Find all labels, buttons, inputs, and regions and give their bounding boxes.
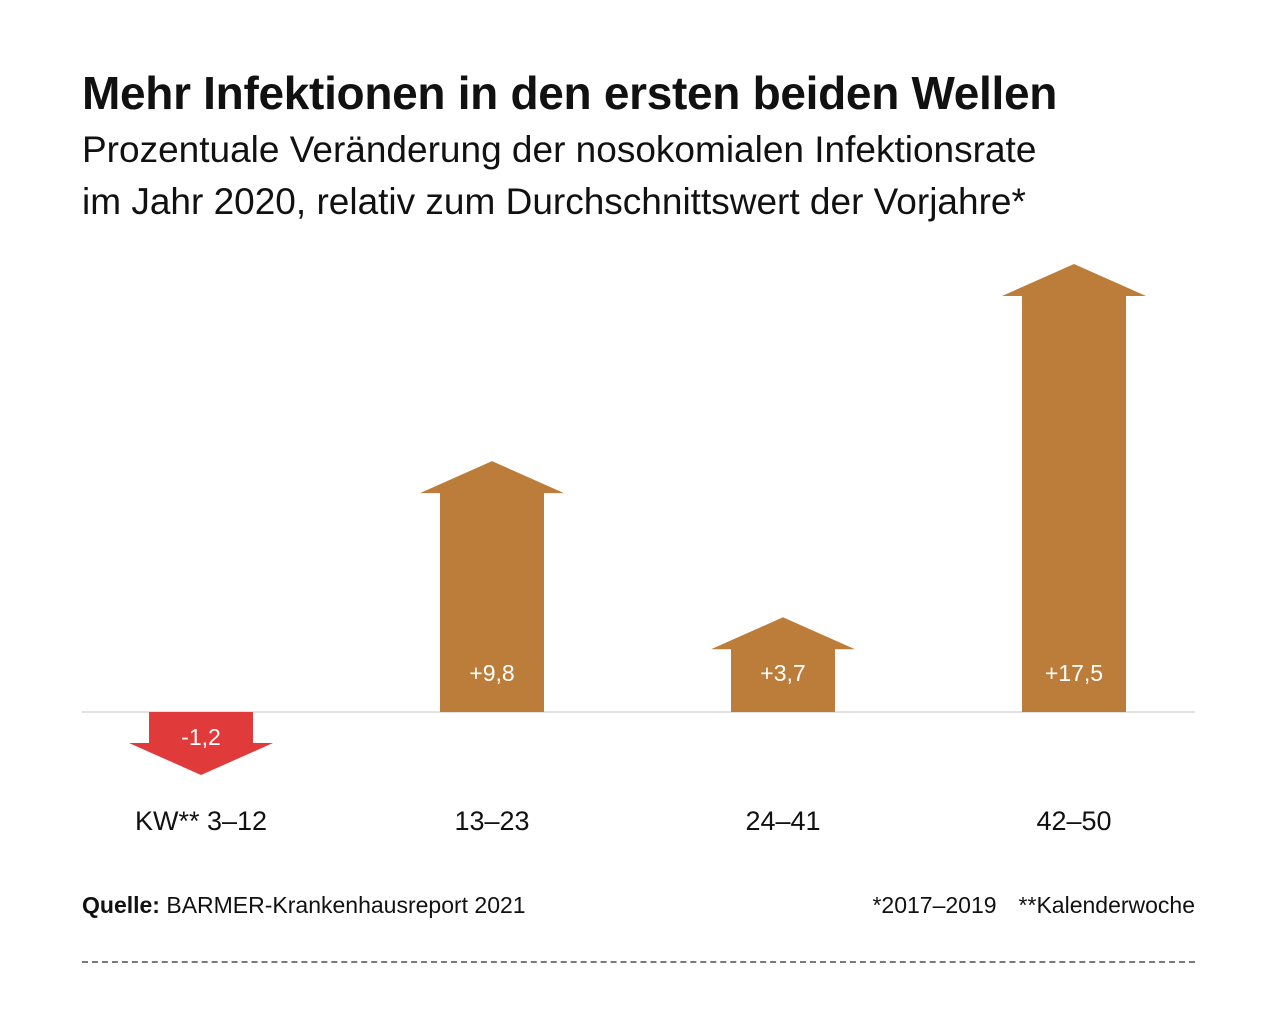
footnotes: *2017–2019 **Kalenderwoche (872, 892, 1195, 919)
chart-title: Mehr Infektionen in den ersten beiden We… (82, 67, 1058, 119)
arrow-bar-2 (420, 461, 564, 712)
dashed-divider (82, 961, 1195, 963)
source-note: Quelle: BARMER-Krankenhausreport 2021 (82, 892, 526, 919)
arrow-bar-3 (711, 617, 855, 712)
value-label-4: +17,5 (1045, 660, 1103, 686)
chart-subtitle: Prozentuale Veränderung der nosokomialen… (82, 124, 1036, 228)
subtitle-line-2: im Jahr 2020, relativ zum Durchschnittsw… (82, 181, 1026, 222)
footnote-years: *2017–2019 (872, 892, 997, 918)
footnote-calendar-week: **Kalenderwoche (1018, 892, 1195, 918)
arrow-bar-chart: -1,2 KW** 3–12 +9,8 13–23 +3,7 24–41 +17,5 42–5… (82, 264, 1195, 836)
value-label-2: +9,8 (469, 660, 514, 686)
category-label-3: 24–41 (745, 806, 820, 836)
subtitle-line-1: Prozentuale Veränderung der nosokomialen… (82, 129, 1037, 170)
arrow-bar-1 (129, 712, 273, 775)
category-label-4: 42–50 (1036, 806, 1111, 836)
value-label-1: -1,2 (181, 724, 221, 750)
category-label-2: 13–23 (454, 806, 529, 836)
arrow-bar-4 (1002, 264, 1146, 712)
source-text: BARMER-Krankenhausreport 2021 (159, 892, 526, 918)
source-label: Quelle: (82, 892, 160, 918)
category-label-1: KW** 3–12 (135, 806, 267, 836)
value-label-3: +3,7 (760, 660, 805, 686)
